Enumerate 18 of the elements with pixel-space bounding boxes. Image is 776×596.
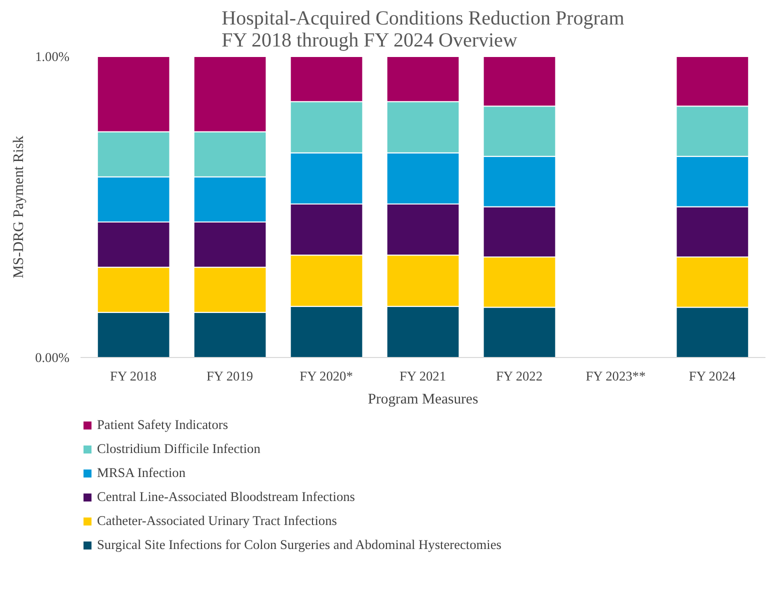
legend-label: Clostridium Difficile Infection [97, 441, 260, 457]
x-axis-title: Program Measures [368, 392, 478, 408]
x-tick-label: FY 2022 [496, 368, 542, 384]
x-tick-label: FY 2018 [110, 368, 157, 384]
x-tick-label: FY 2020* [300, 368, 354, 384]
legend-label: MRSA Infection [97, 465, 186, 481]
x-tick-label: FY 2024 [688, 368, 736, 384]
legend-label: Catheter-Associated Urinary Tract Infections [97, 513, 337, 529]
x-tick-label: FY 2021 [399, 368, 446, 384]
x-tick-label: FY 2019 [206, 368, 254, 384]
y-tick-label: 0.00% [35, 350, 70, 365]
legend-label: Central Line-Associated Bloodstream Infections [97, 489, 355, 505]
chart-title: Hospital-Acquired Conditions Reduction Program FY 2018 through FY 2024 Overview [222, 8, 625, 52]
legend-label: Surgical Site Infections for Colon Surgeries and Abdominal Hysterectomies [97, 537, 502, 553]
x-tick-label: FY 2023** [586, 368, 646, 384]
y-tick-label: 1.00% [35, 49, 70, 64]
legend-label: Patient Safety Indicators [97, 417, 228, 433]
y-axis-title: MS-DRG Payment Risk [11, 135, 28, 278]
